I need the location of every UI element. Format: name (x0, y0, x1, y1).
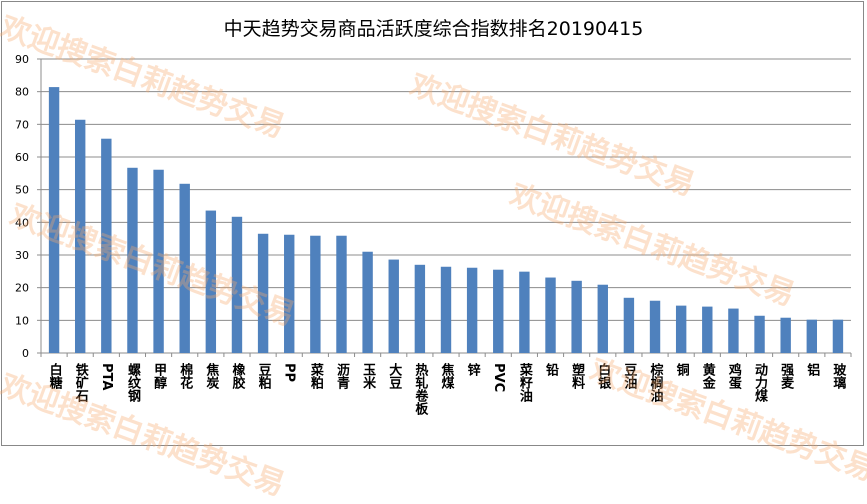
y-tick-label: 20 (15, 282, 29, 295)
x-tick-label: 鸡蛋 (726, 362, 743, 390)
y-tick-label: 70 (15, 118, 29, 131)
x-tick-label: 玻璃 (830, 362, 846, 390)
x-tick-label: 大豆 (386, 362, 402, 389)
bar (414, 264, 426, 353)
x-tick-label: 棉花 (177, 362, 193, 390)
x-tick-label: 强麦 (778, 363, 794, 390)
y-tick-label: 90 (15, 53, 29, 66)
x-tick-label: 菜籽油 (517, 362, 534, 403)
x-tick-label: 铅 (543, 362, 559, 377)
chart-title: 中天趋势交易商品活跃度综合指数排名20190415 (223, 18, 644, 40)
x-tick-label: 棕榈油 (648, 362, 665, 403)
bar (571, 280, 582, 353)
bar (74, 119, 86, 353)
y-tick-label: 40 (15, 216, 29, 229)
x-tick-label: 甲醇 (151, 363, 167, 390)
bar (728, 308, 739, 353)
bar (388, 259, 399, 353)
x-tick-label: 锌 (465, 362, 481, 377)
x-tick-label: 豆油 (621, 363, 637, 390)
bar (832, 319, 844, 353)
x-tick-label: 玉米 (360, 363, 376, 390)
x-tick-label: 动力煤 (752, 363, 768, 403)
bar (127, 167, 138, 353)
bar (362, 251, 373, 353)
bar (806, 319, 818, 353)
bar (440, 266, 452, 353)
x-tick-label: 白银 (595, 362, 611, 390)
bar (780, 317, 791, 353)
chart-frame (1, 1, 864, 446)
x-tick-label: 菜粕 (308, 362, 325, 390)
x-tick-label: PTA (99, 363, 114, 390)
x-tick-label: 铝 (804, 362, 820, 377)
x-tick-label: 螺纹钢 (125, 362, 141, 403)
x-tick-label: 铜 (674, 362, 691, 377)
x-tick-label: 橡胶 (229, 362, 245, 390)
bar-chart: 0 10 20 30 40 50 60 70 80 90 白糖 铁矿石 PTA 螺纹钢 甲醇 棉花 焦炭 橡胶 豆粕… (15, 53, 852, 416)
bar (257, 233, 269, 353)
x-tick-label: PP (282, 363, 297, 382)
bar (284, 234, 295, 353)
x-tick-label: 沥青 (334, 363, 350, 390)
y-tick-label: 30 (15, 249, 29, 262)
bar (649, 300, 661, 353)
x-tick-label: 塑料 (569, 362, 585, 390)
y-tick-label: 60 (15, 151, 29, 164)
bar (48, 87, 60, 354)
y-tick-label: 0 (22, 347, 29, 360)
x-tick-label: 热轧卷板 (412, 362, 428, 416)
bar (702, 306, 713, 353)
bar (675, 305, 687, 353)
bar (754, 315, 765, 353)
x-tick-label: 豆粕 (256, 363, 272, 390)
bar (179, 183, 190, 353)
bar (623, 297, 635, 353)
x-tick-label: 焦炭 (203, 362, 220, 390)
x-tick-label: 黄金 (700, 362, 717, 390)
x-tick-label: PVC (491, 363, 506, 392)
x-tick-label: 白糖 (47, 362, 63, 390)
bar (519, 271, 530, 353)
bar (336, 235, 347, 353)
bar (545, 277, 556, 353)
x-tick-label: 铁矿石 (73, 362, 90, 403)
bar (101, 138, 112, 353)
y-tick-label: 50 (15, 184, 29, 197)
x-tick-label: 焦煤 (439, 362, 456, 390)
bar (493, 269, 504, 353)
bar (597, 284, 608, 353)
y-tick-label: 10 (15, 314, 29, 327)
y-tick-label: 80 (15, 86, 29, 99)
bar (153, 169, 164, 353)
bar (231, 216, 243, 353)
bar (205, 210, 217, 353)
bar (466, 267, 478, 353)
bar (310, 235, 321, 353)
